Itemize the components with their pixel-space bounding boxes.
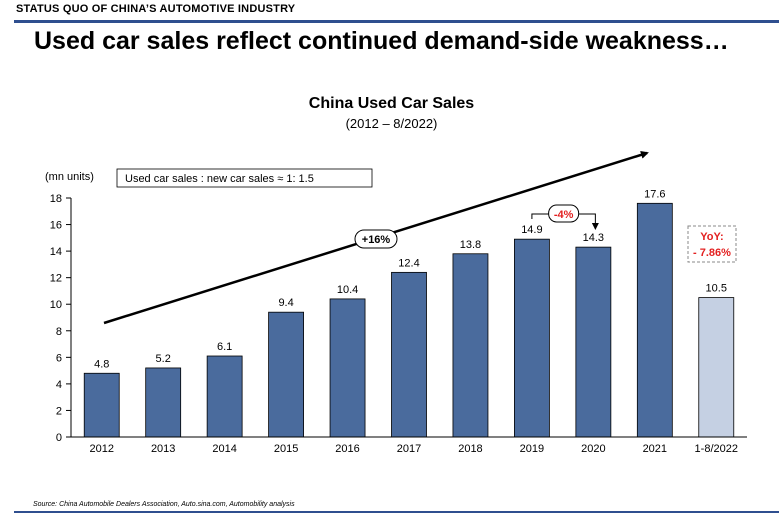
- y-tick-label: 8: [56, 326, 62, 338]
- bar: [575, 246, 612, 438]
- bar-value-label: 14.3: [583, 232, 604, 244]
- x-tick-label: 2017: [397, 443, 421, 455]
- y-tick-label: 14: [50, 246, 62, 258]
- y-tick-label: 12: [50, 273, 62, 285]
- bar-value-label: 9.4: [278, 297, 293, 309]
- section-label: STATUS QUO OF CHINA’S AUTOMOTIVE INDUSTR…: [16, 3, 296, 15]
- bar: [206, 355, 243, 438]
- bar: [329, 298, 366, 438]
- bar-value-label: 17.6: [644, 188, 665, 200]
- y-tick-label: 4: [56, 379, 62, 391]
- x-tick-label: 2021: [643, 443, 667, 455]
- yoy-callout-box: [687, 225, 737, 263]
- bar: [145, 367, 182, 438]
- drop-label: -4%: [554, 209, 574, 221]
- bar: [391, 271, 427, 438]
- drop-pill: [548, 204, 580, 223]
- bar-value-label: 5.2: [156, 353, 171, 365]
- x-tick-label: 1-8/2022: [695, 443, 738, 455]
- bar: [698, 297, 735, 438]
- y-tick-label: 2: [56, 405, 62, 417]
- chart-subtitle: (2012 – 8/2022): [345, 116, 438, 131]
- bar-value-label: 14.9: [521, 224, 542, 236]
- y-tick-label: 18: [50, 193, 62, 205]
- growth-label: +16%: [362, 234, 391, 246]
- x-tick-label: 2014: [212, 443, 236, 455]
- bar: [268, 311, 304, 438]
- x-tick-label: 2015: [274, 443, 298, 455]
- x-tick-label: 2016: [335, 443, 359, 455]
- y-tick-label: 6: [56, 352, 62, 364]
- page-title: Used car sales reflect continued demand-…: [34, 27, 729, 55]
- bar-value-label: 4.8: [94, 358, 109, 370]
- yoy-label: YoY:: [700, 231, 723, 243]
- growth-pill: [354, 229, 398, 249]
- bar: [452, 253, 489, 438]
- bar: [514, 238, 550, 438]
- footer-rule: [14, 511, 779, 513]
- y-tick-label: 16: [50, 220, 62, 232]
- ratio-box-text: Used car sales : new car sales ≈ 1: 1.5: [125, 173, 314, 185]
- chart-title: China Used Car Sales: [308, 95, 475, 112]
- x-tick-label: 2012: [89, 443, 113, 455]
- y-tick-label: 0: [56, 432, 62, 444]
- bar-value-label: 10.5: [706, 283, 727, 295]
- y-axis-unit-label: (mn units): [45, 171, 94, 183]
- bar-value-label: 12.4: [398, 257, 419, 269]
- bar: [636, 202, 673, 438]
- header-rule: [14, 20, 779, 23]
- y-tick-label: 10: [50, 299, 62, 311]
- yoy-value: - 7.86%: [693, 247, 731, 259]
- bar: [83, 372, 120, 438]
- bar-value-label: 13.8: [460, 239, 481, 251]
- bar-value-label: 6.1: [217, 341, 232, 353]
- x-tick-label: 2013: [151, 443, 175, 455]
- ratio-box: [116, 168, 373, 188]
- bar-value-label: 10.4: [337, 284, 358, 296]
- x-tick-label: 2020: [581, 443, 605, 455]
- x-tick-label: 2018: [458, 443, 482, 455]
- source-note: Source: China Automobile Dealers Associa…: [33, 501, 295, 508]
- x-tick-label: 2019: [520, 443, 544, 455]
